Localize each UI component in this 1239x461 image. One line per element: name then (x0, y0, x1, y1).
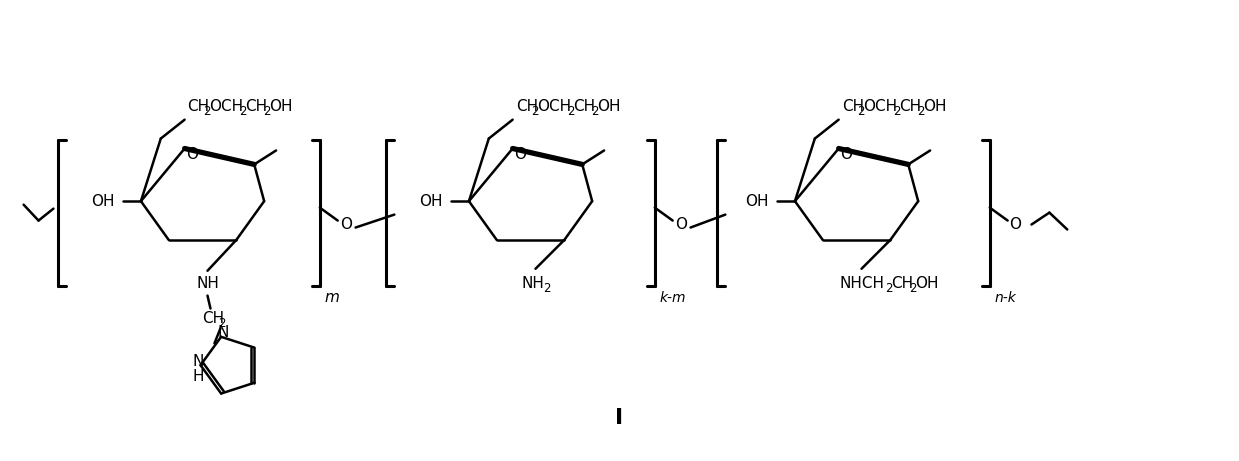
Text: OCH: OCH (538, 99, 571, 114)
Text: 2: 2 (886, 282, 893, 295)
Text: H: H (193, 369, 204, 384)
Text: OH: OH (92, 194, 115, 209)
Text: 2: 2 (893, 105, 901, 118)
Text: CH: CH (841, 99, 864, 114)
Text: I: I (615, 408, 623, 428)
Text: 2: 2 (263, 105, 270, 118)
Text: CH: CH (574, 99, 596, 114)
Text: NH: NH (522, 276, 544, 291)
Text: 2: 2 (591, 105, 598, 118)
Text: OH: OH (916, 276, 939, 291)
Text: 2: 2 (532, 105, 539, 118)
Text: OH: OH (597, 99, 621, 114)
Text: 2: 2 (909, 282, 917, 295)
Text: OH: OH (923, 99, 947, 114)
Text: 2: 2 (218, 317, 225, 330)
Text: 2: 2 (203, 105, 211, 118)
Text: NH: NH (196, 276, 219, 291)
Text: 2: 2 (544, 282, 551, 295)
Text: OH: OH (746, 194, 769, 209)
Text: CH: CH (900, 99, 922, 114)
Text: CH: CH (515, 99, 538, 114)
Text: O: O (187, 147, 198, 162)
Text: 2: 2 (857, 105, 865, 118)
Text: m: m (325, 290, 339, 305)
Text: 2: 2 (239, 105, 247, 118)
Text: OCH: OCH (209, 99, 244, 114)
Text: O: O (674, 217, 686, 232)
Text: CH: CH (202, 311, 224, 326)
Text: O: O (1010, 217, 1022, 232)
Text: CH: CH (187, 99, 209, 114)
Text: k-m: k-m (659, 290, 686, 305)
Text: N: N (193, 354, 204, 369)
Text: n-k: n-k (995, 290, 1016, 305)
Text: OH: OH (269, 99, 292, 114)
Text: NHCH: NHCH (840, 276, 885, 291)
Text: CH: CH (891, 276, 913, 291)
Text: 2: 2 (917, 105, 924, 118)
Text: 2: 2 (567, 105, 575, 118)
Text: N: N (218, 325, 229, 340)
Text: OCH: OCH (864, 99, 897, 114)
Text: OH: OH (419, 194, 442, 209)
Text: O: O (339, 217, 352, 232)
Text: O: O (514, 147, 527, 162)
Text: CH: CH (245, 99, 268, 114)
Text: O: O (840, 147, 852, 162)
